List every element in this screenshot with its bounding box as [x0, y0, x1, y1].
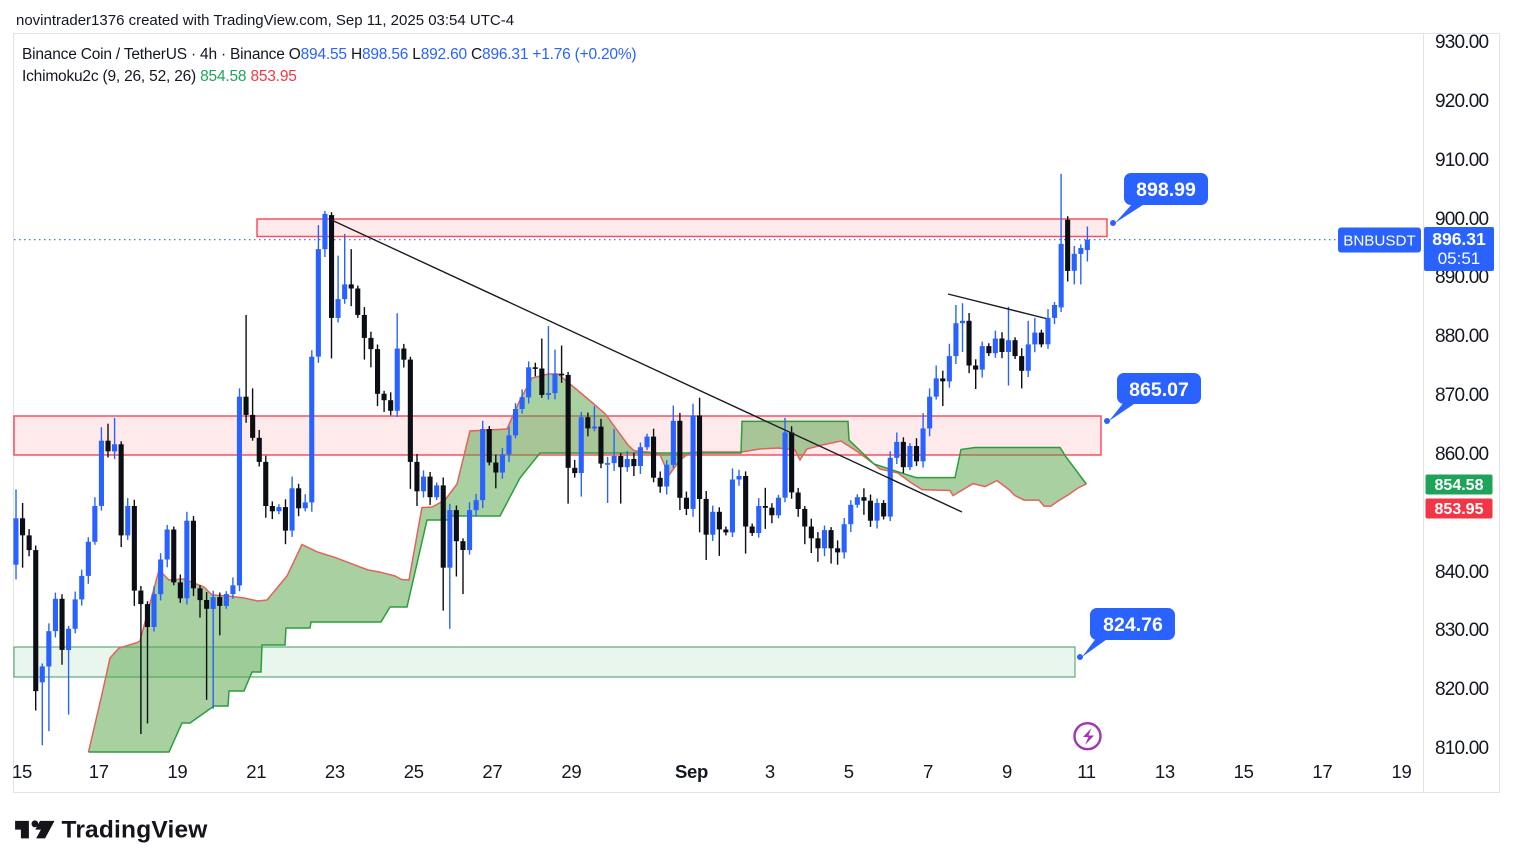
- svg-text:Binance Coin / TetherUS · 4h ·: Binance Coin / TetherUS · 4h · Binance O…: [22, 46, 636, 63]
- svg-text:Ichimoku2c (9, 26, 52, 26) 85: Ichimoku2c (9, 26, 52, 26) 854.58 853.95: [22, 68, 297, 85]
- svg-text:870.00: 870.00: [1435, 385, 1489, 406]
- svg-text:23: 23: [325, 761, 345, 782]
- svg-text:05:51: 05:51: [1438, 249, 1481, 268]
- svg-text:860.00: 860.00: [1435, 444, 1489, 465]
- svg-text:7: 7: [923, 761, 933, 782]
- svg-text:25: 25: [404, 761, 424, 782]
- svg-text:5: 5: [844, 761, 854, 782]
- svg-text:865.07: 865.07: [1129, 379, 1189, 401]
- svg-text:27: 27: [482, 761, 502, 782]
- svg-text:19: 19: [1392, 761, 1412, 782]
- svg-text:896.31: 896.31: [1432, 229, 1486, 249]
- svg-text:11: 11: [1077, 761, 1096, 782]
- svg-text:830.00: 830.00: [1435, 620, 1489, 641]
- svg-text:898.99: 898.99: [1136, 179, 1196, 201]
- svg-text:15: 15: [12, 761, 32, 782]
- svg-text:Sep: Sep: [675, 761, 708, 782]
- svg-text:824.76: 824.76: [1103, 614, 1163, 636]
- svg-text:13: 13: [1155, 761, 1175, 782]
- svg-text:17: 17: [89, 761, 109, 782]
- svg-text:19: 19: [167, 761, 187, 782]
- svg-text:TradingView: TradingView: [62, 817, 209, 844]
- svg-text:880.00: 880.00: [1435, 326, 1489, 347]
- svg-text:854.58: 854.58: [1435, 477, 1484, 494]
- svg-text:29: 29: [561, 761, 581, 782]
- svg-text:920.00: 920.00: [1435, 91, 1489, 112]
- svg-text:3: 3: [765, 761, 775, 782]
- svg-text:853.95: 853.95: [1435, 501, 1484, 518]
- svg-text:21: 21: [246, 761, 266, 782]
- svg-text:820.00: 820.00: [1435, 679, 1489, 700]
- svg-text:BNBUSDT: BNBUSDT: [1343, 233, 1416, 250]
- svg-text:9: 9: [1002, 761, 1012, 782]
- svg-text:17: 17: [1312, 761, 1332, 782]
- svg-text:novintrader1376 created with T: novintrader1376 created with TradingView…: [16, 12, 514, 29]
- svg-text:890.00: 890.00: [1435, 267, 1489, 288]
- svg-text:15: 15: [1234, 761, 1254, 782]
- svg-text:900.00: 900.00: [1435, 209, 1489, 230]
- svg-text:930.00: 930.00: [1435, 32, 1489, 53]
- svg-text:810.00: 810.00: [1435, 738, 1489, 759]
- svg-text:840.00: 840.00: [1435, 562, 1489, 583]
- svg-text:910.00: 910.00: [1435, 150, 1489, 171]
